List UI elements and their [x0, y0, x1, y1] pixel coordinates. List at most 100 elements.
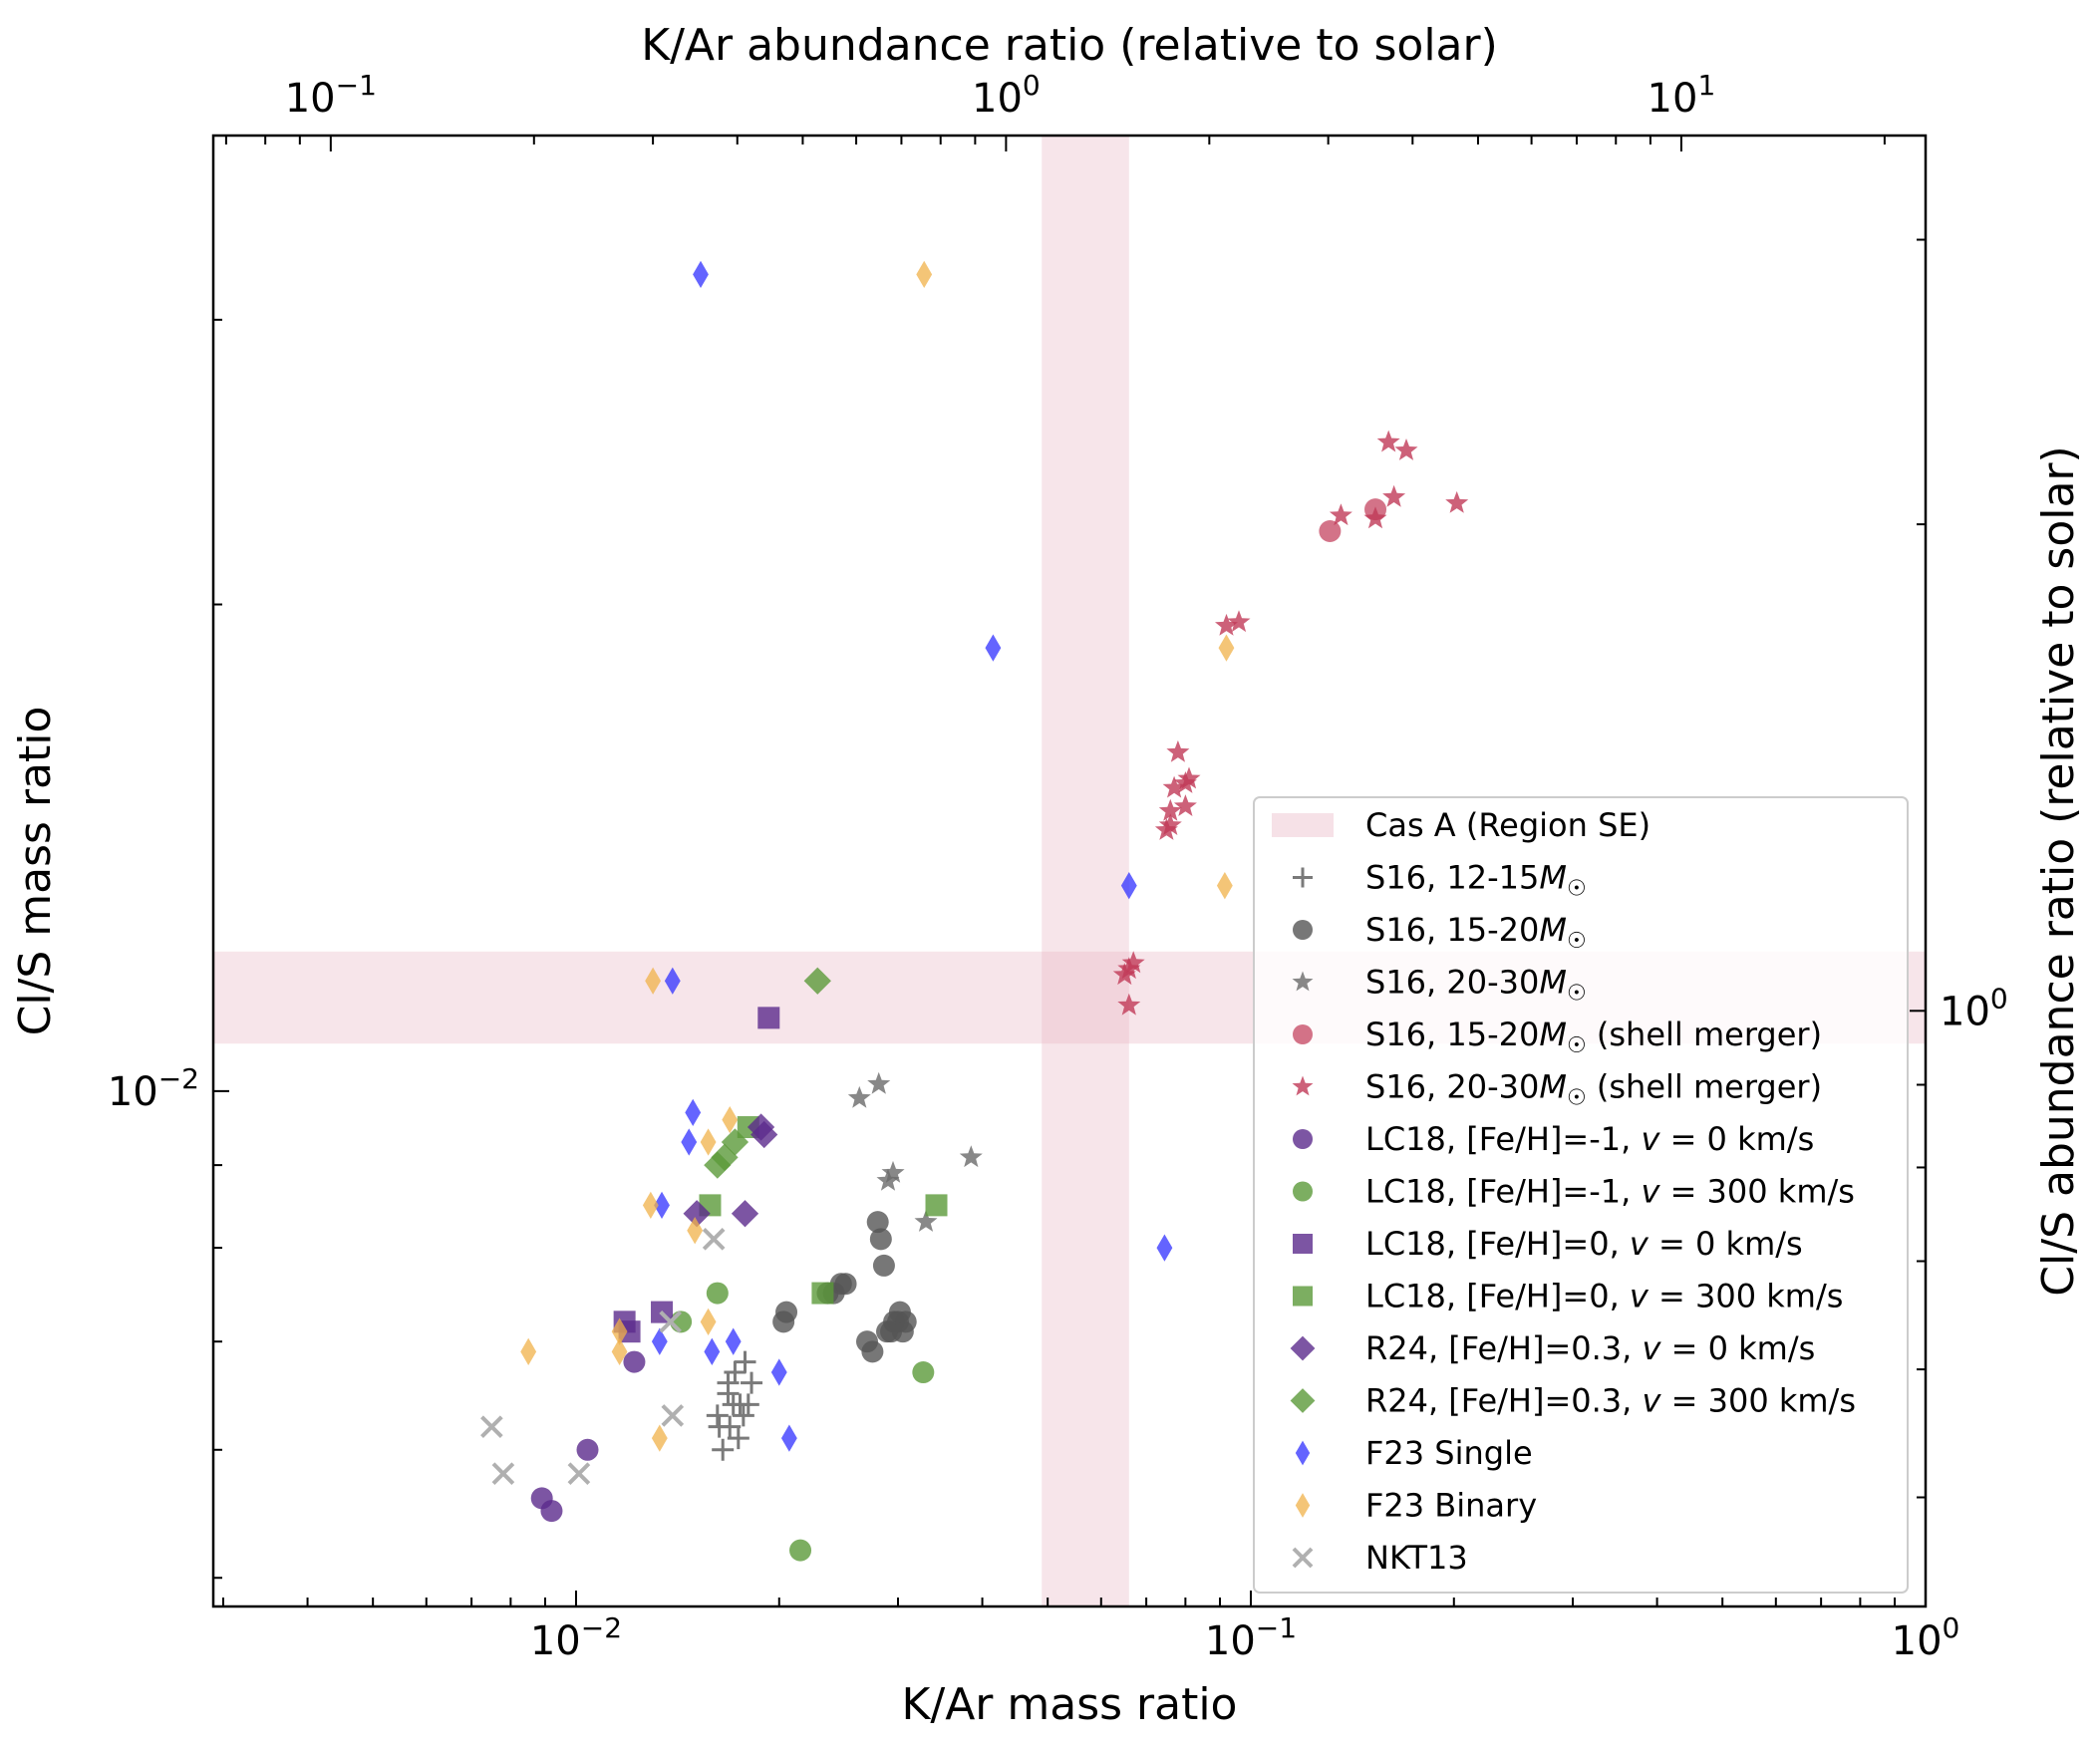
- y-right-axis-label: Cl/S abundance ratio (relative to solar): [2033, 445, 2084, 1296]
- data-point: [708, 1415, 731, 1438]
- data-point: [722, 1106, 739, 1134]
- data-point: [772, 1310, 795, 1333]
- data-point: [869, 1228, 892, 1251]
- x-top-tick-label: 100: [972, 69, 1041, 122]
- legend-label: LC18, [Fe/H]=-1, v = 0 km/s: [1365, 1120, 1814, 1158]
- legend-swatch: [1272, 813, 1334, 837]
- legend-label: LC18, [Fe/H]=0, v = 0 km/s: [1365, 1225, 1803, 1263]
- legend-marker: [1292, 1547, 1314, 1569]
- plot-frame: [211, 134, 1928, 1608]
- legend-label: R24, [Fe/H]=0.3, v = 0 km/s: [1365, 1329, 1815, 1367]
- data-point: [914, 1210, 938, 1232]
- data-point: [700, 1308, 717, 1335]
- data-point: [750, 1120, 778, 1149]
- legend-label: S16, 20-30M☉: [1365, 964, 1587, 1007]
- series-12: [520, 260, 1235, 1452]
- data-point: [912, 1361, 935, 1384]
- legend-box: [1253, 796, 1909, 1594]
- data-point: [725, 1327, 742, 1355]
- data-point: [1382, 484, 1406, 507]
- legend-label: S16, 12-15M☉: [1365, 859, 1587, 902]
- data-point: [1154, 818, 1178, 840]
- series-11: [651, 260, 1173, 1452]
- legend-marker: [1293, 1181, 1313, 1202]
- data-point: [1166, 739, 1190, 762]
- legend-marker: [1295, 1493, 1311, 1518]
- legend-marker: [1290, 1335, 1316, 1361]
- data-point: [1445, 490, 1469, 513]
- series-4: [1112, 430, 1469, 1016]
- data-point: [1117, 993, 1141, 1016]
- x-tick-label: 10−1: [1205, 1611, 1297, 1664]
- data-point: [757, 1007, 780, 1029]
- series-9: [683, 1113, 778, 1228]
- legend-label: LC18, [Fe/H]=-1, v = 300 km/s: [1365, 1173, 1855, 1211]
- data-point: [700, 1128, 717, 1156]
- legend-marker: [1290, 1388, 1316, 1413]
- x-tick-label: 10−2: [530, 1611, 622, 1664]
- data-points: [480, 260, 1469, 1562]
- data-point: [685, 1098, 702, 1126]
- legend-label: LC18, [Fe/H]=0, v = 300 km/s: [1365, 1278, 1843, 1315]
- data-point: [732, 1404, 754, 1427]
- series-2: [847, 1071, 983, 1232]
- x-tick-label: 100: [1892, 1611, 1960, 1664]
- data-point: [706, 1404, 729, 1427]
- x-axis-label: K/Ar mass ratio: [902, 1679, 1238, 1730]
- data-point: [683, 1200, 711, 1228]
- data-point: [706, 1282, 729, 1305]
- legend-marker: [1292, 1075, 1314, 1096]
- y-right-tick-label: 100: [1940, 982, 2008, 1034]
- data-point: [1177, 766, 1201, 789]
- data-point: [567, 1462, 591, 1485]
- data-point: [702, 1228, 726, 1251]
- legend-marker: [1293, 1129, 1313, 1149]
- data-point: [866, 1211, 889, 1234]
- data-point: [925, 1194, 948, 1217]
- legend-label: S16, 15-20M☉: [1365, 911, 1587, 954]
- data-point: [681, 1128, 698, 1156]
- data-point: [687, 1217, 704, 1245]
- data-point: [717, 1371, 740, 1394]
- data-point: [888, 1301, 911, 1323]
- data-point: [741, 1371, 763, 1394]
- legend-label: S16, 20-30M☉ (shell merger): [1365, 1068, 1822, 1111]
- data-point: [491, 1462, 515, 1485]
- data-point: [731, 1200, 759, 1228]
- data-point: [540, 1500, 563, 1523]
- x-top-tick-label: 10−1: [285, 69, 377, 122]
- data-point: [867, 1071, 891, 1094]
- data-point: [1218, 634, 1235, 662]
- data-point: [1215, 613, 1238, 636]
- data-point: [1158, 813, 1182, 835]
- data-point: [704, 1151, 732, 1179]
- legend-label: NKT13: [1365, 1539, 1468, 1577]
- data-point: [959, 1145, 983, 1168]
- data-point: [611, 1317, 628, 1345]
- data-point: [834, 1273, 857, 1296]
- data-point: [520, 1337, 537, 1365]
- data-point: [1216, 872, 1233, 900]
- data-point: [664, 967, 681, 995]
- shade-vertical-band: [1042, 136, 1129, 1606]
- data-point: [770, 1358, 787, 1386]
- data-point: [916, 260, 933, 289]
- series-6: [670, 1282, 935, 1562]
- legend-label: F23 Single: [1365, 1434, 1533, 1472]
- legend-label: S16, 15-20M☉ (shell merger): [1365, 1016, 1822, 1058]
- data-point: [847, 1085, 871, 1108]
- data-point: [1329, 503, 1352, 526]
- data-point: [803, 967, 831, 995]
- data-point: [645, 967, 662, 995]
- legend-marker: [1293, 867, 1313, 888]
- data-point: [651, 1327, 668, 1355]
- data-point: [734, 1350, 756, 1373]
- data-point: [1363, 506, 1387, 529]
- data-point: [576, 1438, 599, 1461]
- data-point: [693, 260, 709, 289]
- data-point: [1158, 798, 1182, 821]
- data-point: [712, 1438, 735, 1461]
- x-top-tick-label: 101: [1648, 69, 1716, 122]
- data-point: [727, 1427, 750, 1450]
